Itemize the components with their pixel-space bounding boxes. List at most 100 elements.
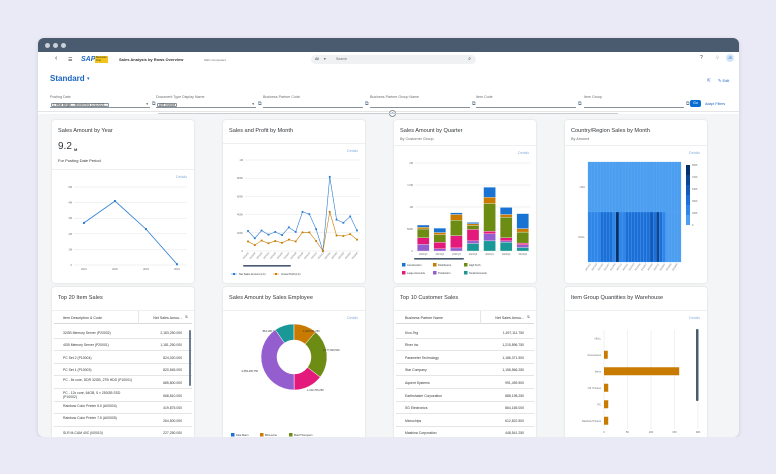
table-row[interactable]: Rainbow Color Printer 5.0 (A00004) 419,87…: [54, 402, 192, 415]
details-link[interactable]: Details: [347, 316, 358, 320]
filter-input[interactable]: [584, 102, 684, 108]
filter-input[interactable]: [370, 102, 470, 108]
column-settings-icon[interactable]: ⇅: [184, 315, 188, 319]
notification-icon[interactable]: ♢: [715, 55, 720, 61]
bar-segment: [417, 227, 430, 230]
details-link[interactable]: Details: [347, 149, 358, 153]
value-help-icon[interactable]: ⧉: [258, 101, 262, 107]
filter-input[interactable]: A/R Invoice ▾: [156, 102, 256, 108]
filter-label: Posting Date: [50, 95, 71, 99]
data-point: [260, 239, 263, 242]
x-tick-label: 2022Q1: [485, 253, 494, 256]
color-scale-step: [686, 195, 690, 205]
card-top-20-item-sales[interactable]: Top 20 Item Sales Item Description & Cod…: [52, 287, 194, 439]
search-scope-select[interactable]: All: [315, 57, 319, 61]
table-row[interactable]: Earthshaker Corporation 888,198.250: [396, 389, 534, 402]
details-link[interactable]: Details: [176, 175, 187, 179]
heatmap-cell: [646, 211, 651, 263]
share-icon[interactable]: ⇱: [707, 78, 711, 83]
table-row[interactable]: Kivo-Teg 1,497,111.750: [396, 326, 534, 339]
help-icon[interactable]: ?: [700, 55, 703, 61]
go-button[interactable]: Go: [690, 100, 701, 107]
filter-input[interactable]: [263, 102, 363, 108]
card-top-10-customer-sales[interactable]: Top 10 Customer Sales Business Partner N…: [394, 287, 536, 439]
x-tick-label: 10K: [649, 430, 654, 434]
value-help-icon[interactable]: ⧉: [152, 101, 156, 107]
table-row[interactable]: Rainbow Color Printer 7.5 (A00005) 264,50…: [54, 414, 192, 427]
edit-button[interactable]: ✎ Edit: [718, 78, 730, 83]
x-tick-label: 2022Q2: [502, 253, 511, 256]
table-header: Item Description & Code Net Sales Amou...…: [54, 311, 192, 324]
window-dot-icon[interactable]: [61, 43, 66, 48]
color-scale-label: 900K: [692, 164, 698, 167]
table-row[interactable]: 4GB Memory Server (P20001) 1,181,250.000: [54, 339, 192, 352]
filter-token[interactable]: A/R Invoice: [157, 103, 178, 107]
avatar[interactable]: JS: [726, 54, 734, 62]
item-sales-table: Item Description & Code Net Sales Amou...…: [54, 311, 192, 439]
filter-token[interactable]: 1 Year Begin... Month End (1/1/2021...: [51, 103, 110, 107]
column-header[interactable]: Net Sales Amou...: [495, 315, 524, 320]
value-help-icon[interactable]: ⧉: [365, 101, 369, 107]
table-row[interactable]: Star Company 1,156,566.250: [396, 364, 534, 377]
card-item-group-by-warehouse[interactable]: Item Group Quantities by Warehouse Detai…: [565, 287, 707, 439]
edit-label: Edit: [722, 78, 730, 83]
bar-segment: [417, 237, 430, 245]
heatmap-cell: [594, 211, 598, 263]
table-row[interactable]: PC - 12x core, 64GB, 5 × 250GB SSD (P100…: [54, 389, 192, 402]
y-tick-label: 0: [71, 263, 73, 267]
vertical-scrollbar[interactable]: [189, 330, 191, 386]
bar-segment: [417, 244, 430, 252]
menu-icon[interactable]: ☰: [68, 57, 73, 63]
y-tick-label: Accessories: [588, 354, 602, 357]
table-row[interactable]: Microchips 612,822.500: [396, 414, 534, 427]
chevron-down-icon[interactable]: ▾: [87, 76, 90, 82]
table-row[interactable]: 32GB Memory Server (P20002) 2,183,250.000: [54, 326, 192, 339]
card-sales-profit-by-month[interactable]: Sales and Profit by Month Details 0 200K 4…: [223, 120, 365, 283]
table-row[interactable]: Parameter Technology 1,186,371.500: [396, 351, 534, 364]
table-row[interactable]: SG Electronics 864,165.000: [396, 402, 534, 415]
table-row[interactable]: PC Set 2 (P10004) 824,020.000: [54, 351, 192, 364]
window-dot-icon[interactable]: [45, 43, 50, 48]
column-header[interactable]: Item Description & Code: [63, 315, 102, 320]
x-tick-label: 2021/09: [610, 263, 617, 272]
card-sales-amount-by-year[interactable]: Sales Amount by Year 9.2 M For Posting D…: [52, 120, 194, 283]
cell-amount: 264,500.000: [163, 418, 182, 423]
value-help-icon[interactable]: ⧉: [686, 101, 690, 107]
details-link[interactable]: Details: [518, 151, 529, 155]
search-field[interactable]: All ▾ Search ⌕: [311, 55, 476, 64]
card-sales-amount-by-quarter[interactable]: Sales Amount by Quarter By Customer Grou…: [394, 120, 536, 283]
details-link[interactable]: Details: [689, 151, 700, 155]
heatmap-cell: [662, 161, 666, 213]
card-sales-by-employee[interactable]: Sales Amount by Sales Employee Details 8…: [223, 287, 365, 439]
table-row[interactable]: PC Set 1 (P10003) 820,545.000: [54, 364, 192, 377]
back-icon[interactable]: ‹: [55, 55, 58, 62]
adapt-filters-button[interactable]: Adapt Filters: [705, 101, 726, 106]
column-header[interactable]: Net Sales Amou...: [153, 315, 182, 320]
search-input[interactable]: Search: [336, 57, 348, 61]
card-title: Top 10 Customer Sales: [400, 295, 459, 301]
window-dot-icon[interactable]: [53, 43, 58, 48]
collapse-header-button[interactable]: ⌃: [389, 110, 396, 117]
cell-name: PC - 12x core, 64GB, 5 × 250GB SSD (P100…: [63, 391, 121, 399]
table-row[interactable]: Aquent Systems 991,459.500: [396, 376, 534, 389]
filter-input[interactable]: 1 Year Begin... Month End (1/1/2021... ▾: [50, 102, 150, 108]
business-one-logo: Business One: [95, 56, 108, 63]
filter-input[interactable]: [476, 102, 576, 108]
column-header[interactable]: Business Partner Name: [405, 315, 443, 320]
search-icon[interactable]: ⌕: [468, 56, 471, 62]
table-row[interactable]: River Inc 1,215,896.750: [396, 339, 534, 352]
cell-name: PC - 8x core, DDR 32GB, 2TB HDD (P10001): [63, 378, 132, 383]
table-row[interactable]: PC - 8x core, DDR 32GB, 2TB HDD (P10001)…: [54, 376, 192, 389]
cell-amount: 820,545.000: [163, 368, 182, 373]
x-tick-label: 2021/01: [586, 263, 593, 272]
column-settings-icon[interactable]: ⇅: [526, 315, 530, 319]
details-link[interactable]: Details: [689, 316, 700, 320]
y-tick-label: 800K: [237, 176, 243, 180]
variant-title[interactable]: Standard: [50, 74, 85, 83]
dropdown-icon[interactable]: ▾: [146, 102, 148, 106]
dropdown-icon[interactable]: ▾: [252, 102, 254, 106]
value-help-icon[interactable]: ⧉: [472, 101, 476, 107]
card-country-sales-by-month[interactable]: Country/Region Sales by Month By Amount …: [565, 120, 707, 283]
heatmap-cell: [671, 161, 675, 213]
value-help-icon[interactable]: ⧉: [578, 101, 582, 107]
